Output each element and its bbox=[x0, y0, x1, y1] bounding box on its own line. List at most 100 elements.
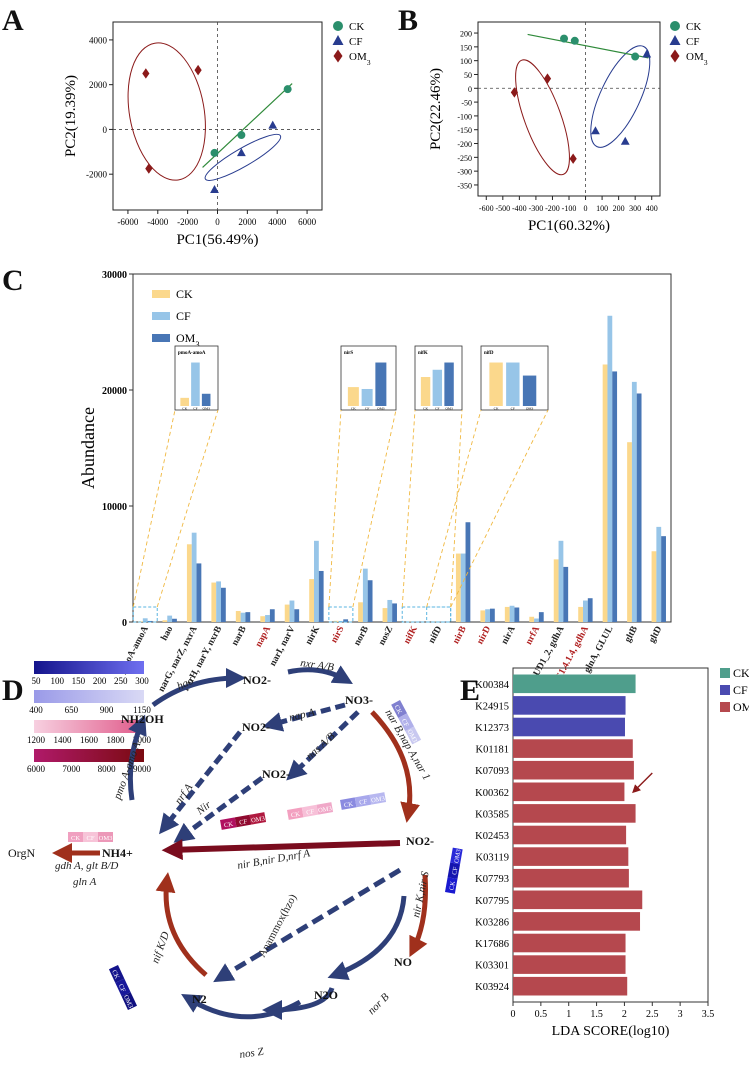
heat-cell-label: CF bbox=[359, 798, 368, 806]
point-om3 bbox=[569, 153, 577, 164]
nor-b-arrow bbox=[327, 895, 407, 981]
plot-frame bbox=[132, 273, 672, 623]
inset-connector bbox=[328, 409, 342, 608]
heat-cell-label: CF bbox=[239, 818, 248, 826]
heat-cell-label: CK bbox=[448, 880, 457, 890]
point-om3 bbox=[194, 64, 202, 76]
category-label: napA bbox=[254, 625, 273, 649]
y-tick-label: 2000 bbox=[89, 80, 108, 90]
nir-b-arrow-long bbox=[161, 839, 401, 861]
nap-a-arrow bbox=[262, 702, 346, 732]
bar-cf bbox=[314, 540, 319, 622]
label-gdh: gdh A, glt B/D bbox=[55, 860, 118, 872]
x-tick-label: 2.5 bbox=[646, 1009, 659, 1020]
inset-connector bbox=[156, 409, 219, 608]
bar-om3 bbox=[172, 618, 177, 622]
lda-category-label: K00362 bbox=[475, 788, 509, 799]
x-tick-label: 400 bbox=[646, 204, 658, 213]
label-norb: nor B bbox=[366, 991, 392, 1017]
node-n2o: N2O bbox=[314, 988, 338, 1002]
nir-k-arrow bbox=[409, 874, 428, 958]
colorbar-1 bbox=[34, 661, 144, 674]
pca-plot-a: -6000 -4000 -2000 0 2000 4000 6000 -2000 0 2000 40… bbox=[63, 21, 371, 248]
colorbar-tick-label: 100 bbox=[50, 676, 64, 686]
x-tick-label: -2000 bbox=[177, 217, 198, 227]
legend-swatch-cf bbox=[720, 685, 730, 695]
heat-cell bbox=[316, 802, 334, 815]
inset-connector bbox=[401, 409, 416, 608]
x-tick-label: 4000 bbox=[268, 217, 287, 227]
inset-title: nirS bbox=[344, 351, 353, 356]
x-tick-label: 1.5 bbox=[590, 1009, 603, 1020]
heat-cell bbox=[108, 965, 125, 983]
heat-cell bbox=[121, 992, 138, 1011]
heat-cell-label: CF bbox=[87, 835, 95, 842]
panel-label-e: E bbox=[460, 674, 480, 707]
bar-cf bbox=[534, 618, 539, 622]
inset-tick-label: CF bbox=[511, 407, 515, 411]
heat-cell-label: CK bbox=[223, 821, 233, 830]
lda-category-label: K03301 bbox=[475, 961, 509, 972]
lda-bar-k01181 bbox=[513, 739, 633, 758]
inset-title: pmoA-amoA bbox=[178, 351, 206, 356]
category-label: nifK bbox=[402, 624, 420, 646]
inset-connector bbox=[450, 409, 549, 608]
highlight-box bbox=[426, 606, 452, 623]
confidence-ellipse bbox=[515, 59, 570, 176]
bar-ck bbox=[211, 582, 217, 622]
lda-bar-k03585 bbox=[513, 804, 636, 823]
category-label: norB bbox=[352, 624, 371, 647]
label-nxr: nxr A/B bbox=[300, 657, 335, 674]
point-cf bbox=[591, 126, 600, 135]
lda-bar-k02453 bbox=[513, 825, 627, 845]
heat-cell bbox=[234, 814, 252, 828]
y-axis-label: PC2(22.46%) bbox=[428, 68, 444, 150]
confidence-ellipse bbox=[590, 45, 651, 148]
y-tick-label: 4000 bbox=[89, 35, 108, 45]
lda-category-label: K00384 bbox=[475, 680, 510, 691]
pca-plot-b: -600 -500 -400 -300 -200 -100 0 100 200 300 400-35… bbox=[428, 21, 708, 234]
inset-tick-label: CF bbox=[193, 407, 197, 411]
bar-om3 bbox=[661, 536, 666, 622]
inset-bar bbox=[432, 369, 443, 406]
inset-pmoa-amoa: pmoA-amoA CK CF OM3 bbox=[174, 345, 219, 411]
heat-cell-label: CK bbox=[290, 811, 300, 820]
y-axis-label: PC2(19.39%) bbox=[63, 75, 79, 157]
category-label: nifD bbox=[427, 625, 444, 646]
inset-tick-label: OM3 bbox=[526, 407, 534, 411]
lda-bar-k07793 bbox=[513, 868, 629, 888]
x-tick-label: 2 bbox=[622, 1009, 627, 1020]
x-tick-label: 200 bbox=[613, 204, 625, 213]
colorbar-tick-label: 8000 bbox=[98, 764, 117, 774]
heat-cell bbox=[450, 847, 463, 865]
bar-ck bbox=[627, 442, 632, 622]
inset-tick-label: CK bbox=[494, 407, 499, 411]
lda-bar-k07093 bbox=[513, 760, 634, 780]
node-nh4: NH4+ bbox=[102, 846, 133, 860]
bar-om3 bbox=[514, 607, 520, 622]
inset-tick-label: OM3 bbox=[445, 407, 453, 411]
nitrogen-pathway-diagram: 50 100 150 200 250 300 400 650 900 1150 1200 1400 16… bbox=[8, 657, 463, 1061]
colorbar-tick-label: 2000 bbox=[133, 735, 152, 745]
label-nirk: nir K,nir S bbox=[410, 870, 432, 919]
bar-ck bbox=[651, 551, 657, 622]
bar-ck bbox=[186, 544, 192, 622]
category-label: hao bbox=[160, 625, 176, 643]
legend-label: CK bbox=[686, 21, 701, 33]
bar-cf bbox=[216, 581, 221, 622]
nxr-arrow bbox=[287, 665, 353, 684]
legend-marker-om3 bbox=[670, 49, 680, 63]
bar-cf bbox=[265, 615, 270, 622]
x-tick-label: 2000 bbox=[238, 217, 257, 227]
heat-cell-label: CF bbox=[451, 866, 459, 875]
lda-bar-k17686 bbox=[513, 933, 626, 953]
lda-category-label: K01181 bbox=[476, 745, 509, 756]
colorbar-tick-label: 1600 bbox=[80, 735, 99, 745]
bar-om3 bbox=[196, 563, 202, 622]
nrf-a-arrow bbox=[159, 730, 242, 835]
bar-ck bbox=[309, 579, 315, 622]
bar-ck bbox=[504, 606, 510, 622]
colorbar-tick-label: 1200 bbox=[27, 735, 46, 745]
lda-category-label: K02453 bbox=[475, 831, 509, 842]
